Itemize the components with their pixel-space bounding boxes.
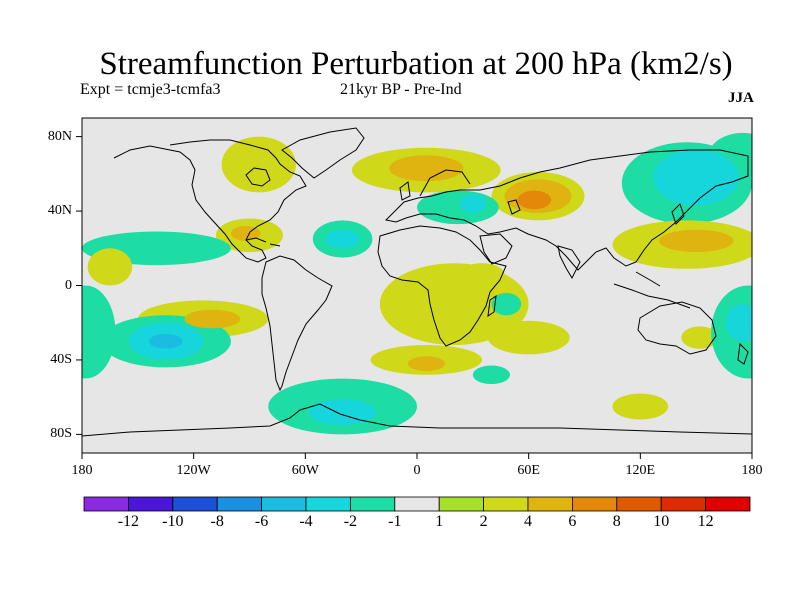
anomaly-region: [325, 229, 360, 249]
anomaly-region: [407, 356, 445, 372]
colorbar-level-label: -4: [299, 513, 313, 530]
anomaly-region: [517, 190, 552, 210]
coast-indonesia: [613, 271, 691, 309]
colorbar-swatch: [660, 496, 707, 512]
colorbar-level-label: 1: [435, 513, 444, 530]
anomaly-region: [612, 393, 669, 420]
coast-caribbean: [245, 237, 281, 247]
lat-tick-label: 40S: [50, 351, 72, 367]
coast-antarctica: [82, 403, 752, 437]
anomaly-region: [653, 149, 739, 206]
colorbar: [83, 496, 751, 512]
coast-india: [557, 245, 581, 280]
colorbar-level-label: -10: [162, 513, 184, 530]
experiment-label: Expt = tcmje3-tcmfa3: [80, 81, 221, 98]
coast-australia: [637, 301, 717, 355]
coast-scandinavia: [419, 169, 471, 197]
coast-uk: [399, 181, 411, 201]
colorbar-level-label: 2: [479, 513, 488, 530]
coast-new-zealand: [737, 342, 749, 365]
colorbar-swatch: [349, 496, 396, 512]
coast-greenland: [281, 127, 365, 179]
colorbar-level-label: 4: [524, 513, 532, 530]
anomaly-region: [459, 263, 505, 286]
anomaly-region: [725, 304, 752, 342]
colorbar-level-label: 6: [568, 513, 577, 530]
anomaly-region: [491, 292, 522, 316]
coast-japan: [671, 203, 685, 225]
contour-fills: [82, 132, 752, 435]
anomaly-region: [659, 229, 734, 252]
colorbar-swatch: [172, 496, 218, 512]
period-label: 21kyr BP - Pre-Ind: [340, 81, 462, 98]
colorbar-swatch: [127, 496, 174, 512]
lat-tick-label: 80S: [50, 426, 72, 442]
lon-tick-label: 60W: [291, 463, 319, 478]
colorbar-level-label: 8: [612, 513, 621, 530]
colorbar-swatch: [572, 496, 618, 512]
map-title: Streamfunction Perturbation at 200 hPa (…: [99, 46, 733, 82]
lat-tick-label: 80N: [47, 128, 72, 144]
lon-tick-label: 120W: [176, 463, 211, 478]
anomaly-region: [149, 333, 183, 349]
lon-tick-label: 0: [413, 463, 421, 478]
colorbar-swatch: [438, 496, 485, 512]
coastlines: [82, 127, 752, 437]
colorbar-swatch: [261, 496, 307, 512]
anomaly-region: [309, 399, 377, 426]
lon-tick-label: 120E: [625, 463, 656, 478]
lat-tick-label: 40N: [47, 203, 72, 219]
lon-tick-label: 60E: [517, 463, 540, 478]
colorbar-swatch: [83, 496, 129, 512]
anomaly-region: [184, 309, 241, 329]
colorbar-swatch: [527, 496, 573, 512]
season-label: JJA: [728, 90, 754, 106]
colorbar-level-label: 12: [697, 513, 714, 530]
colorbar-swatch: [216, 496, 262, 512]
colorbar-swatch: [305, 496, 351, 512]
colorbar-level-label: -2: [343, 513, 358, 530]
coast-caspian: [507, 199, 521, 215]
colorbar-swatch: [394, 496, 440, 512]
anomaly-region: [87, 248, 133, 286]
coast-south-america: [261, 255, 333, 392]
coast-madagascar: [487, 294, 497, 318]
anomaly-region: [472, 365, 510, 385]
colorbar-swatch: [483, 496, 529, 512]
anomaly-region: [487, 320, 570, 355]
anomaly-region: [82, 285, 116, 379]
anomaly-region: [681, 326, 719, 349]
colorbar-level-label: -8: [210, 513, 224, 530]
colorbar-swatch: [616, 496, 662, 512]
lat-tick-label: 0: [65, 277, 72, 293]
lon-tick-label: 180: [741, 463, 763, 478]
anomaly-region: [221, 136, 296, 193]
coast-north-america: [113, 139, 307, 263]
coast-africa: [377, 225, 507, 347]
colorbar-level-label: -12: [117, 513, 140, 530]
colorbar-level-label: -6: [254, 513, 269, 530]
colorbar-swatch: [705, 496, 751, 512]
anomaly-region: [459, 194, 486, 213]
colorbar-level-label: -1: [388, 513, 402, 530]
coast-hudson-bay: [245, 167, 271, 187]
coast-eurasia: [384, 149, 749, 271]
lon-tick-label: 180: [71, 463, 93, 478]
axis-ticks: [76, 136, 753, 459]
colorbar-level-label: 10: [653, 513, 670, 530]
coast-arabia: [479, 233, 513, 265]
anomaly-region: [389, 155, 464, 182]
